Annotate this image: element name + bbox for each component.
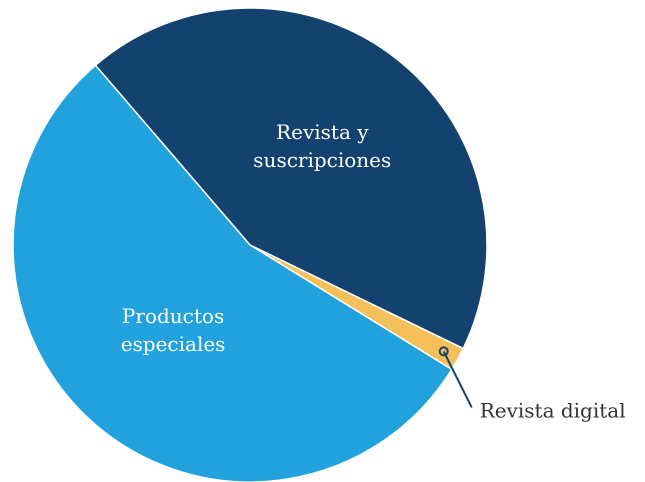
label-line: Revista y (276, 120, 369, 144)
pie-slice (94, 7, 488, 350)
pie-slice (12, 64, 453, 482)
slice-label: Revista digital (480, 398, 626, 422)
leader-line (442, 350, 473, 408)
label-line: suscripciones (253, 148, 391, 172)
label-line: especiales (121, 332, 226, 356)
label-line: Productos (122, 304, 224, 328)
slice-label: Revista y suscripciones (253, 120, 391, 172)
leader-dot (438, 346, 449, 357)
slice-label: Productos especiales (121, 304, 226, 356)
